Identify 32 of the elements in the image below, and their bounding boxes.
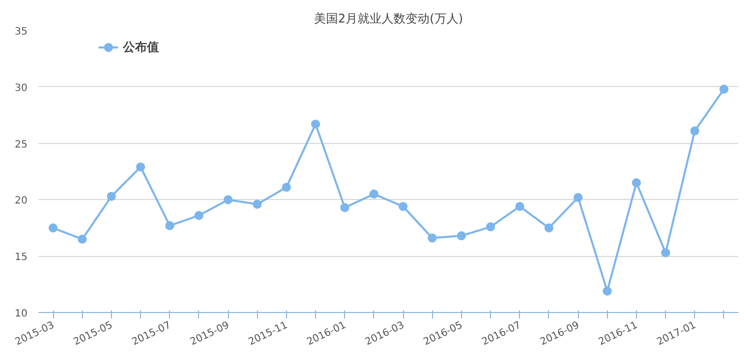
point bbox=[369, 190, 378, 199]
point bbox=[252, 200, 262, 209]
y-tick-label: 35 bbox=[14, 26, 28, 38]
point bbox=[340, 203, 350, 212]
point bbox=[136, 162, 146, 172]
point bbox=[165, 221, 174, 230]
y-tick-label: 25 bbox=[14, 139, 28, 150]
point bbox=[78, 234, 87, 244]
point bbox=[48, 223, 58, 232]
point bbox=[574, 192, 583, 202]
point bbox=[719, 84, 728, 94]
point bbox=[224, 195, 233, 204]
legend-label: 公布值 bbox=[123, 38, 159, 56]
y-tick-label: 20 bbox=[14, 196, 28, 207]
point bbox=[515, 202, 524, 211]
point bbox=[632, 178, 641, 188]
point bbox=[282, 182, 291, 192]
y-tick-label: 15 bbox=[14, 252, 28, 264]
point bbox=[106, 192, 116, 201]
point bbox=[661, 248, 670, 258]
point bbox=[428, 234, 437, 243]
point bbox=[486, 222, 496, 232]
point bbox=[311, 120, 320, 129]
y-tick-label: 30 bbox=[14, 82, 28, 94]
chart-title: 美国2月就业人数变动(万人) bbox=[314, 12, 463, 26]
point bbox=[544, 223, 554, 232]
point bbox=[602, 286, 612, 296]
point bbox=[456, 231, 466, 240]
point bbox=[194, 211, 204, 220]
y-tick-label: 10 bbox=[14, 308, 28, 320]
point bbox=[398, 202, 408, 211]
point bbox=[690, 126, 700, 136]
